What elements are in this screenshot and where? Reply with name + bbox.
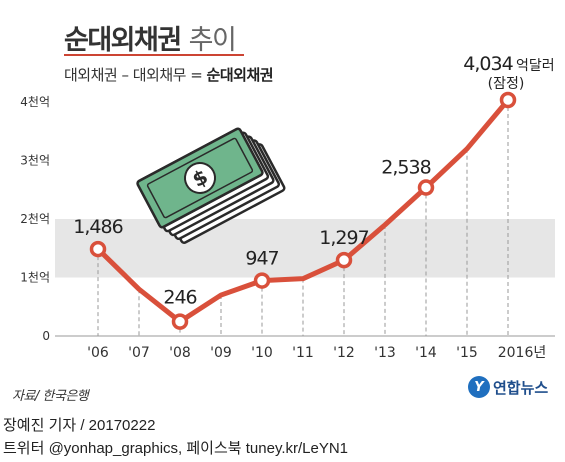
yonhap-logo: Y 연합뉴스 — [468, 376, 548, 398]
logo-text: 연합뉴스 — [493, 378, 549, 397]
bill-border — [146, 137, 254, 219]
data-point — [89, 240, 107, 258]
chart-subtitle: 대외채권 – 대외채무 = 순대외채권 — [64, 64, 274, 85]
provisional-note: (잠정) — [488, 76, 525, 92]
grid-band — [55, 219, 555, 278]
data-point — [335, 251, 353, 269]
x-tick-label: '08 — [169, 345, 191, 361]
data-label: 4,034 — [463, 53, 513, 75]
line-chart: 0 1천억 2천억 3천억 4천억 '06 '07 '08 '09 '10 '11 '12 '13 '1… — [20, 53, 555, 361]
subtitle-formula: 대외채권 – 대외채무 = — [64, 66, 207, 84]
chart-title: 순대외채권 추이 — [64, 18, 237, 57]
data-point — [417, 179, 435, 196]
data-label: 1,297 — [319, 227, 368, 249]
data-point — [253, 272, 271, 289]
x-tick-label: '10 — [251, 345, 273, 361]
chart-title-light: 추이 — [188, 25, 237, 56]
x-tick-label: '09 — [210, 345, 232, 361]
x-tick-label: '13 — [374, 345, 396, 361]
unit-label: 억달러 — [516, 58, 555, 74]
data-label: 2,538 — [381, 157, 430, 179]
social-credit: 트위터 @yonhap_graphics, 페이스북 tuney.kr/LeYN… — [3, 440, 349, 457]
y-tick-label: 1천억 — [20, 270, 50, 285]
data-label: 246 — [163, 287, 196, 309]
x-tick-label: 2016년 — [498, 345, 547, 361]
source-note: 자료/ 한국은행 — [12, 389, 89, 404]
y-tick-label: 2천억 — [20, 211, 50, 226]
x-axis-ticks: '06 '07 '08 '09 '10 '11 '12 '13 '14 '15 2016년 — [87, 345, 546, 361]
data-labels: 1,486 246 947 1,297 2,538 4,034 억달러 (잠정) — [73, 53, 554, 309]
y-tick-label: 4천억 — [20, 94, 50, 109]
infographic-card: 순대외채권 추이 대외채권 – 대외채무 = 순대외채권 0 1천억 2천억 3천억 4… — [12, 18, 555, 404]
x-tick-label: '11 — [292, 345, 314, 361]
grid-bands — [55, 102, 555, 337]
money-stack-icon: $ — [136, 127, 286, 244]
money-bills: $ — [136, 127, 286, 244]
subtitle-result: 순대외채권 — [206, 66, 274, 84]
grid-band-blank — [55, 102, 555, 161]
y-axis-ticks: 0 1천억 2천억 3천억 4천억 — [20, 94, 50, 343]
x-tick-label: '07 — [128, 345, 150, 361]
x-tick-label: '14 — [415, 345, 437, 361]
x-tick-label: '12 — [333, 345, 355, 361]
bill-medallion — [184, 162, 216, 194]
data-point — [499, 91, 517, 109]
data-label: 947 — [245, 248, 278, 270]
y-tick-label: 3천억 — [20, 153, 50, 168]
title-underline — [64, 54, 244, 56]
data-label: 1,486 — [73, 216, 122, 238]
data-series — [89, 91, 517, 330]
y-tick-label: 0 — [42, 329, 50, 343]
chart-title-bold: 순대외채권 — [64, 25, 182, 56]
data-point — [171, 313, 189, 330]
series-line — [95, 97, 511, 325]
x-tick-label: '15 — [456, 345, 478, 361]
x-tick-label: '06 — [87, 345, 109, 361]
logo-mark-icon: Y — [468, 376, 490, 398]
reporter-credit: 장예진 기자 / 20170222 — [3, 417, 156, 434]
